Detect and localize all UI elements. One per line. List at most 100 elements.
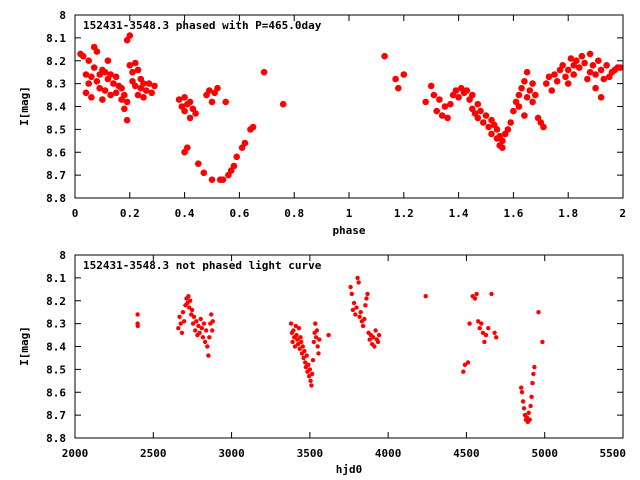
top-data-point	[230, 162, 238, 170]
bottom-data-point	[189, 307, 195, 313]
bottom-data-point	[474, 291, 479, 297]
top-data-point	[88, 73, 95, 81]
top-data-point	[395, 84, 402, 92]
top-x-tick-label: 0.2	[120, 207, 140, 220]
top-data-point	[553, 78, 561, 85]
top-data-point	[140, 94, 147, 101]
top-data-point	[126, 62, 134, 69]
bottom-data-point	[181, 319, 187, 324]
top-data-point	[521, 112, 528, 119]
top-data-point	[121, 91, 128, 99]
bottom-data-point	[349, 291, 354, 297]
top-data-point	[523, 68, 531, 76]
bottom-data-point	[358, 310, 363, 315]
top-data-point	[540, 123, 547, 131]
bottom-data-point	[311, 339, 316, 345]
top-data-point	[126, 32, 134, 39]
top-data-point	[186, 114, 194, 122]
bottom-x-tick-label: 4000	[375, 447, 402, 460]
bottom-data-point	[529, 394, 534, 399]
bottom-data-point	[467, 321, 472, 326]
top-data-point	[140, 80, 147, 87]
bottom-data-point	[197, 330, 202, 335]
bottom-data-point	[480, 330, 486, 335]
top-chart: 8 8.1 8.2 8.3 8.4 8.5 8.6 8.7 8.8 0 0.2 0.4 0.6 0.8 1…	[18, 9, 626, 237]
top-data-point	[82, 71, 90, 78]
bottom-data-point	[199, 326, 204, 331]
top-y-tick-labels: 8 8.1 8.2 8.3 8.4 8.5 8.6 8.7 8.8	[46, 9, 66, 205]
bottom-data-point	[209, 312, 214, 317]
bottom-x-tick-label: 3000	[218, 447, 245, 460]
top-data-point	[85, 80, 92, 87]
bottom-data-point	[295, 337, 300, 342]
top-data-point	[499, 137, 506, 145]
top-data-point	[586, 50, 594, 58]
top-data-point	[79, 52, 87, 60]
top-data-point	[485, 123, 493, 131]
top-data-point	[129, 68, 136, 76]
top-tick-marks	[74, 14, 624, 199]
top-data-point	[132, 59, 139, 67]
top-data-point	[559, 62, 566, 69]
top-y-tick-label: 8.4	[46, 101, 66, 114]
bottom-data-point	[194, 319, 199, 324]
top-data-point	[477, 107, 484, 115]
top-data-point	[175, 96, 183, 103]
bottom-data-point	[294, 332, 299, 338]
bottom-y-tick-label: 8.1	[46, 272, 66, 285]
bottom-data-point	[492, 330, 497, 335]
bottom-y-tick-label: 8.7	[46, 409, 66, 422]
bottom-chart-title: 152431-3548.3 not phased light curve	[83, 259, 322, 272]
bottom-data-point	[532, 364, 537, 370]
top-plot-frame	[74, 14, 624, 199]
top-data-point	[545, 73, 553, 81]
bottom-data-point	[354, 305, 359, 310]
bottom-data-point	[364, 296, 369, 301]
bottom-data-point	[365, 291, 370, 297]
top-data-point	[584, 75, 591, 83]
bottom-y-tick-label: 8.2	[46, 295, 66, 308]
bottom-chart: 8 8.1 8.2 8.3 8.4 8.5 8.6 8.7 8.8 2000 2500 3000 35…	[18, 249, 626, 476]
top-data-point	[564, 66, 572, 74]
bottom-y-axis-label: I[mag]	[18, 326, 31, 366]
bottom-data-point	[206, 353, 211, 358]
bottom-y-tick-label: 8.3	[46, 318, 66, 331]
top-data-point	[381, 52, 388, 60]
bottom-x-axis-label: hjd0	[336, 463, 363, 476]
bottom-data-point	[482, 339, 487, 345]
bottom-data-point	[355, 275, 360, 281]
bottom-data-point	[310, 371, 315, 377]
top-data-point	[589, 62, 597, 69]
bottom-data-point	[201, 321, 207, 326]
top-data-point	[208, 176, 216, 183]
bottom-y-tick-label: 8.4	[46, 341, 66, 354]
top-y-tick-label: 8	[59, 9, 66, 22]
bottom-data-point	[486, 326, 491, 331]
bottom-data-point	[210, 328, 215, 333]
bottom-data-point	[299, 339, 304, 345]
bottom-tick-marks	[74, 254, 624, 439]
top-data-point	[474, 100, 482, 108]
top-chart-title: 152431-3548.3 phased with P=465.0day	[83, 19, 322, 32]
top-x-tick-label: 1.8	[558, 207, 578, 220]
top-data-point	[181, 107, 188, 115]
top-data-point	[543, 80, 550, 87]
top-data-point	[575, 64, 583, 71]
top-data-point	[521, 78, 528, 85]
top-data-point	[586, 68, 594, 76]
bottom-data-point	[483, 332, 489, 338]
top-data-point	[241, 139, 249, 147]
bottom-data-point	[204, 328, 209, 333]
top-data-point	[222, 98, 229, 106]
top-data-point	[186, 98, 194, 106]
top-data-point	[603, 62, 610, 69]
top-data-point	[112, 73, 120, 81]
top-data-point	[595, 57, 602, 64]
bottom-data-point	[178, 321, 183, 326]
bottom-data-point	[521, 406, 527, 411]
bottom-data-point	[367, 337, 372, 342]
bottom-data-point	[527, 417, 532, 422]
bottom-data-point	[298, 335, 303, 340]
top-data-point	[219, 176, 227, 183]
top-data-point	[526, 87, 534, 94]
